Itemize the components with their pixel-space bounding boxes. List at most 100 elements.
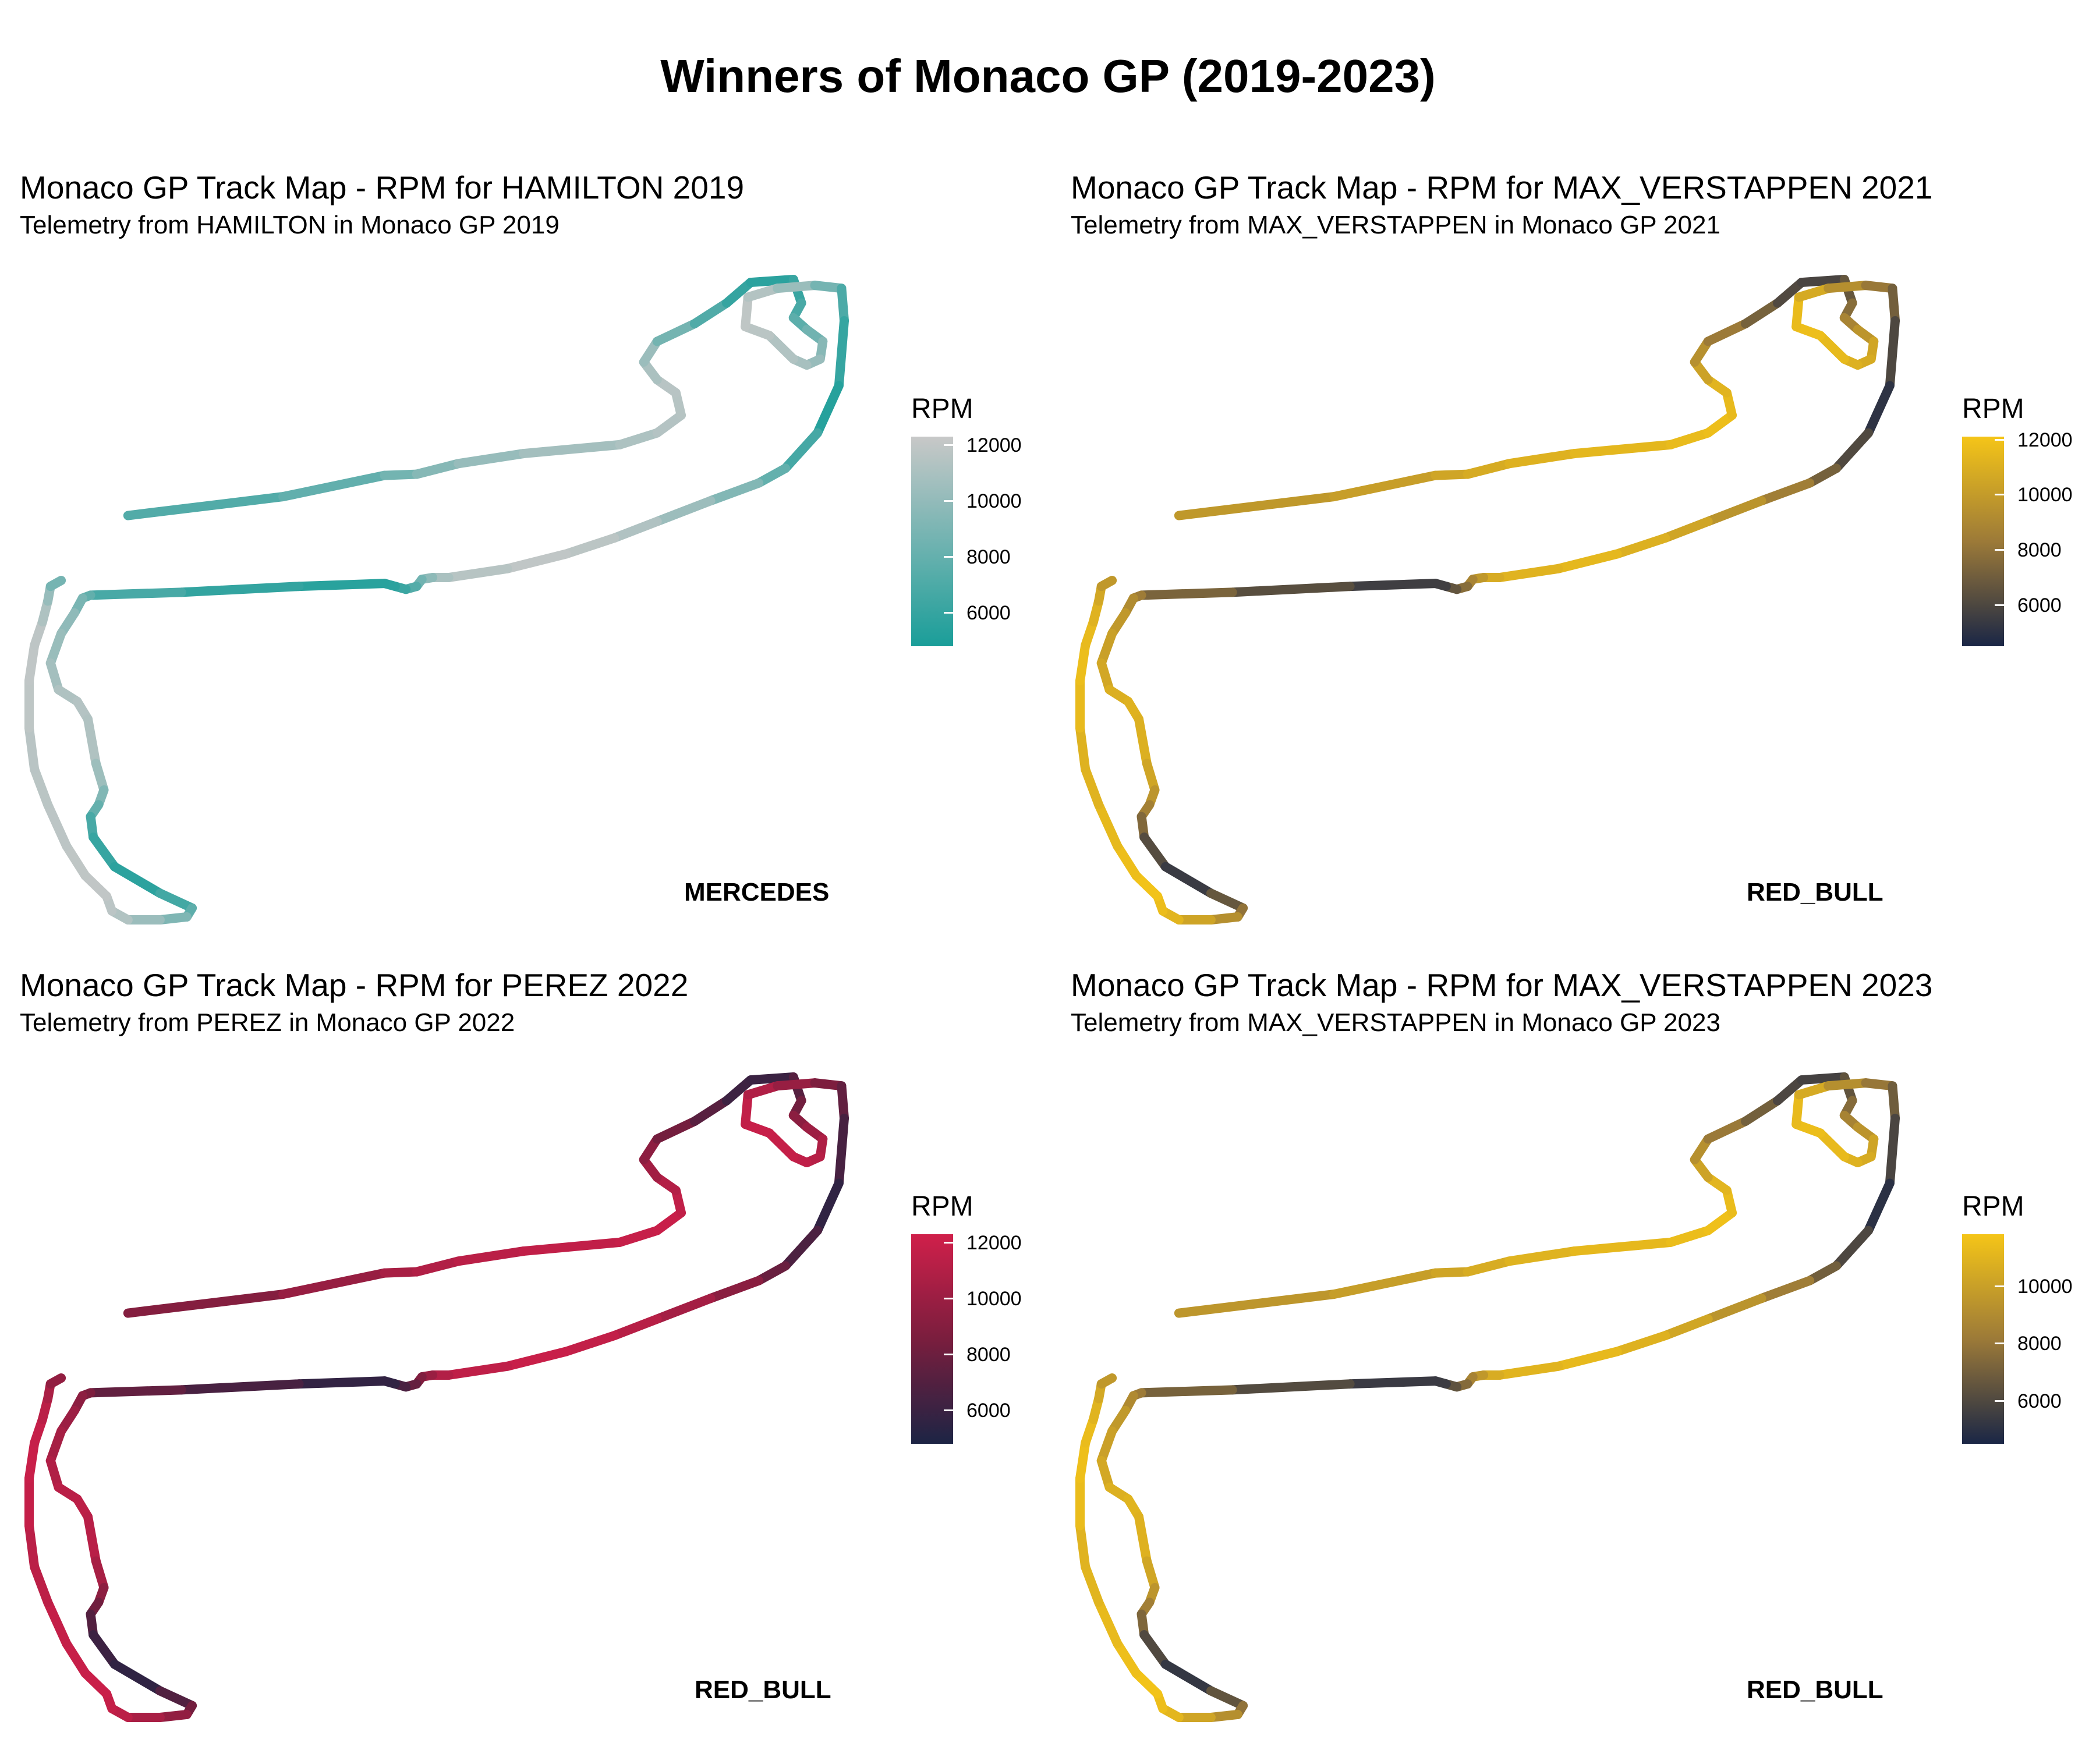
track-segment xyxy=(1075,1438,1091,1483)
track-segment xyxy=(1495,1361,1563,1380)
track-segment xyxy=(689,1096,732,1127)
legend-tick-label: 12000 xyxy=(966,1232,1022,1255)
main-title: Winners of Monaco GP (2019-2023) xyxy=(660,50,1436,102)
track-segment xyxy=(502,1347,571,1371)
track-segment xyxy=(1136,1385,1237,1398)
track-segment xyxy=(519,440,625,459)
track-segment xyxy=(610,516,662,543)
track-segment xyxy=(652,319,699,346)
track-segment xyxy=(1131,1668,1163,1699)
legend-tick-mark xyxy=(944,1242,953,1244)
track-segment xyxy=(1832,1225,1874,1271)
track-segment xyxy=(1206,1686,1248,1710)
track-segment xyxy=(1832,428,1874,473)
track-segment xyxy=(62,1639,90,1678)
track-map xyxy=(1075,1072,1900,1722)
panel-hamilton-2019: Monaco GP Track Map - RPM for HAMILTON 2… xyxy=(0,169,1048,966)
rpm-legend: RPM 12000 10000 8000 6000 xyxy=(1962,393,2090,655)
track-segment xyxy=(294,1376,390,1389)
track-segment xyxy=(83,1512,101,1566)
track-segment xyxy=(176,582,304,597)
team-label: RED_BULL xyxy=(1747,1676,1883,1704)
track-segment xyxy=(743,1081,783,1100)
track-segment xyxy=(741,292,753,332)
legend-tick-mark xyxy=(944,1354,953,1356)
track-segment xyxy=(1075,1521,1091,1572)
track-segment xyxy=(1791,1090,1804,1129)
track-segment xyxy=(80,870,112,901)
track-segment xyxy=(764,331,798,364)
track-segment xyxy=(1773,1075,1807,1106)
track-segment xyxy=(45,1426,66,1465)
track-segment xyxy=(652,496,716,526)
track-segment xyxy=(1345,1376,1440,1389)
legend-tick-mark xyxy=(1995,1400,2004,1402)
team-label: MERCEDES xyxy=(684,878,830,906)
legend-tick-label: 8000 xyxy=(966,546,1011,569)
track-segment xyxy=(837,284,849,325)
track-segment xyxy=(454,1246,529,1266)
legend-tick-mark xyxy=(944,444,953,447)
track-segment xyxy=(88,1630,119,1669)
track-segment xyxy=(1160,1659,1216,1696)
track-segment xyxy=(43,1597,72,1649)
legend-tick-mark xyxy=(944,612,953,614)
legend-tick-label: 10000 xyxy=(2017,484,2073,506)
track-segment xyxy=(837,1081,849,1123)
track-segment xyxy=(176,1379,304,1395)
track-segment xyxy=(1815,1128,1849,1161)
track-segment xyxy=(610,1314,662,1341)
track-segment xyxy=(1329,470,1440,502)
track-segment xyxy=(834,316,849,391)
track-segment xyxy=(652,1294,716,1324)
track-segment xyxy=(1703,1208,1737,1235)
track-segment xyxy=(1094,800,1123,851)
track-segment xyxy=(1824,1078,1871,1091)
track-segment xyxy=(1553,549,1622,573)
track-segment xyxy=(1757,478,1815,506)
track-segment xyxy=(1666,1225,1713,1247)
track-segment xyxy=(123,1290,288,1318)
track-segment xyxy=(722,278,756,308)
track-segment xyxy=(1888,1081,1900,1123)
track-segment xyxy=(30,1562,53,1607)
track-map xyxy=(24,1072,849,1722)
track-segment xyxy=(1096,629,1117,668)
track-segment xyxy=(743,284,783,302)
track-segment xyxy=(380,469,422,480)
legend-colorbar xyxy=(911,1234,953,1444)
track-segment xyxy=(722,1075,756,1106)
track-segment xyxy=(561,1331,619,1356)
track-segment xyxy=(706,478,764,506)
track-segment xyxy=(689,298,732,329)
track-segment xyxy=(1096,1373,1117,1389)
track-segment xyxy=(1113,1639,1141,1678)
track-segment xyxy=(1864,1178,1895,1235)
track-segment xyxy=(1797,275,1849,288)
track-segment xyxy=(294,579,390,591)
track-segment xyxy=(1504,449,1580,469)
track-segment xyxy=(1495,564,1563,582)
legend-tick-mark xyxy=(944,556,953,558)
track-segment xyxy=(1666,428,1713,449)
track-segment xyxy=(1794,1081,1833,1100)
track-segment xyxy=(1885,1113,1900,1188)
track-segment xyxy=(1134,714,1152,768)
legend-title: RPM xyxy=(911,1191,973,1222)
legend-colorbar xyxy=(1962,437,2004,646)
track-segment xyxy=(1757,1276,1815,1303)
track-segment xyxy=(1570,1237,1676,1256)
track-segment xyxy=(813,381,844,438)
track-segment xyxy=(652,1117,699,1144)
track-segment xyxy=(1612,1331,1670,1356)
track-segment xyxy=(1773,278,1807,308)
track-segment xyxy=(1139,833,1170,872)
track-segment xyxy=(746,275,798,288)
track-segment xyxy=(1431,1267,1472,1278)
track-segment xyxy=(1791,292,1804,332)
track-segment xyxy=(1096,576,1117,591)
rpm-legend: RPM 12000 10000 8000 6000 xyxy=(911,1191,1039,1453)
legend-tick-label: 12000 xyxy=(966,434,1022,457)
track-segment xyxy=(706,1276,764,1303)
legend-tick-mark xyxy=(1995,438,2004,441)
